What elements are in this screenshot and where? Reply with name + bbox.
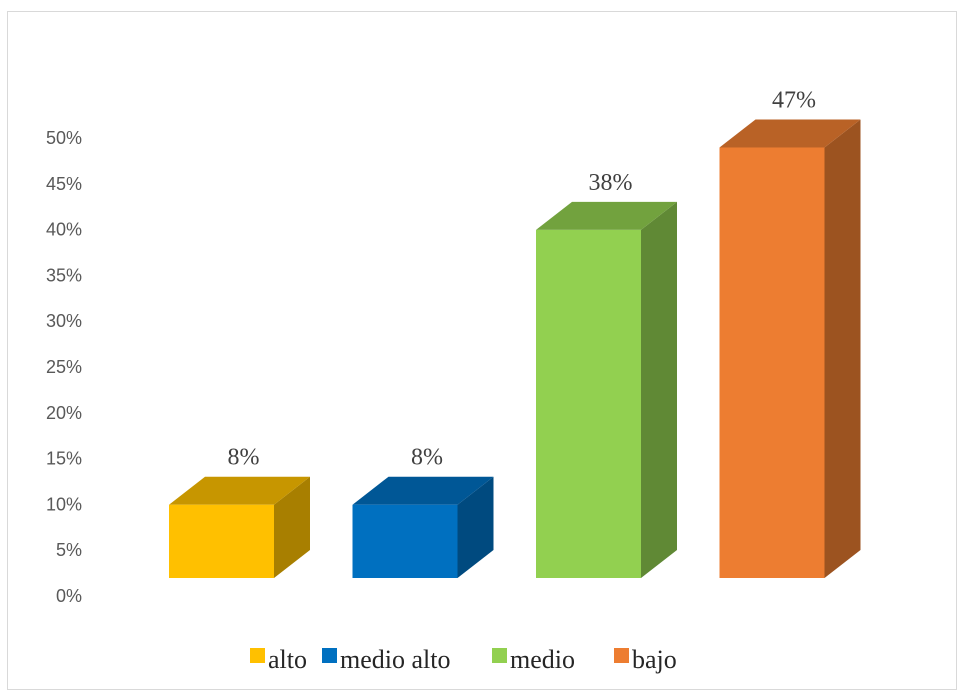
bar-front-face bbox=[352, 504, 458, 578]
y-tick-label: 0% bbox=[56, 586, 82, 606]
bar-top-face bbox=[536, 201, 677, 230]
bar bbox=[169, 476, 310, 578]
y-axis: 0% 5% 10% 15% 20% 25% 30% 35% 40% 45% 50% bbox=[46, 128, 82, 606]
legend-swatch bbox=[250, 648, 265, 663]
legend-label: medio bbox=[510, 645, 575, 674]
y-tick-label: 10% bbox=[46, 494, 82, 514]
bar-side-face bbox=[641, 201, 677, 579]
bar-front-face bbox=[536, 229, 641, 579]
data-label: 8% bbox=[411, 445, 443, 471]
bars bbox=[169, 119, 861, 579]
legend: alto medio alto medio bajo bbox=[250, 645, 677, 674]
bar-side-face bbox=[274, 476, 310, 578]
bar-side-face bbox=[457, 476, 494, 578]
data-label: 38% bbox=[589, 170, 633, 196]
legend-swatch bbox=[322, 648, 337, 663]
y-tick-label: 45% bbox=[46, 174, 82, 194]
data-labels: 8% 8% 38% 47% bbox=[228, 87, 817, 470]
bar-top-face bbox=[352, 476, 494, 505]
legend-label: alto bbox=[268, 645, 307, 674]
legend-swatch bbox=[492, 648, 507, 663]
y-tick-label: 35% bbox=[46, 265, 82, 285]
bar bbox=[536, 201, 677, 579]
bar bbox=[719, 119, 861, 579]
bar bbox=[352, 476, 494, 578]
data-label: 47% bbox=[772, 87, 816, 113]
y-tick-label: 50% bbox=[46, 128, 82, 148]
data-label: 8% bbox=[228, 445, 260, 471]
y-tick-label: 5% bbox=[56, 540, 82, 560]
legend-label: bajo bbox=[632, 645, 677, 674]
y-tick-label: 25% bbox=[46, 357, 82, 377]
legend-item: medio bbox=[492, 645, 575, 674]
legend-item: alto bbox=[250, 645, 307, 674]
bar-front-face bbox=[719, 147, 825, 579]
legend-swatch bbox=[614, 648, 629, 663]
legend-label: medio alto bbox=[340, 645, 450, 674]
y-tick-label: 30% bbox=[46, 311, 82, 331]
legend-item: bajo bbox=[614, 645, 677, 674]
y-tick-label: 20% bbox=[46, 403, 82, 423]
legend-item: medio alto bbox=[322, 645, 450, 674]
bar-top-face bbox=[719, 119, 861, 148]
bar-side-face bbox=[824, 119, 861, 578]
y-tick-label: 40% bbox=[46, 220, 82, 240]
bar-front-face bbox=[169, 504, 274, 578]
bar-top-face bbox=[169, 476, 310, 505]
y-tick-label: 15% bbox=[46, 449, 82, 469]
